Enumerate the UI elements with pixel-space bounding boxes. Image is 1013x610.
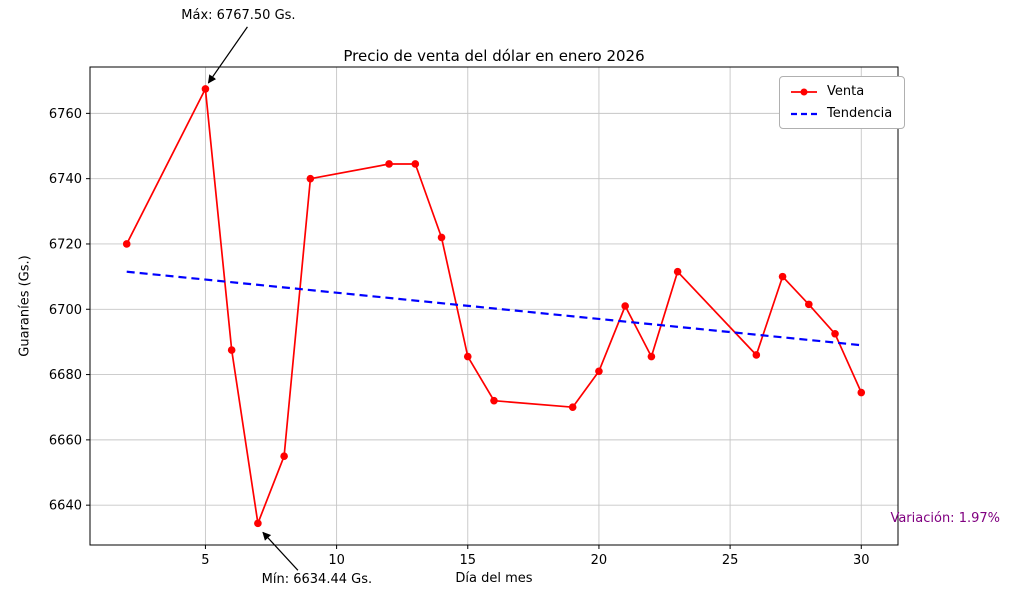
svg-text:10: 10 [328, 553, 345, 568]
tendencia-line-sample-icon [791, 112, 817, 115]
svg-text:25: 25 [722, 553, 739, 568]
svg-text:6720: 6720 [49, 237, 82, 252]
annotation-max: Máx: 6767.50 Gs. [181, 7, 296, 23]
svg-text:20: 20 [591, 553, 608, 568]
annotation-min: Mín: 6634.44 Gs. [261, 572, 373, 588]
variation-label: Variación: 1.97% [890, 511, 1000, 526]
svg-text:6680: 6680 [49, 368, 82, 383]
svg-text:15: 15 [459, 553, 476, 568]
chart-title: Precio de venta del dólar en enero 2026 [343, 47, 645, 65]
legend: Venta Tendencia [779, 76, 906, 129]
svg-text:6660: 6660 [49, 433, 82, 448]
x-axis-label: Día del mes [455, 571, 533, 586]
legend-label-tendencia: Tendencia [827, 106, 893, 121]
svg-text:5: 5 [201, 553, 209, 568]
venta-line-sample-icon [791, 88, 817, 95]
svg-text:6760: 6760 [49, 107, 82, 122]
svg-text:6700: 6700 [49, 303, 82, 318]
svg-text:30: 30 [853, 553, 870, 568]
y-axis-label: Guaraníes (Gs.) [17, 255, 33, 357]
legend-label-venta: Venta [827, 84, 865, 99]
legend-item-venta: Venta [789, 84, 892, 99]
svg-text:6640: 6640 [49, 499, 82, 514]
legend-item-tendencia: Tendencia [789, 106, 892, 121]
svg-text:6740: 6740 [49, 172, 82, 187]
